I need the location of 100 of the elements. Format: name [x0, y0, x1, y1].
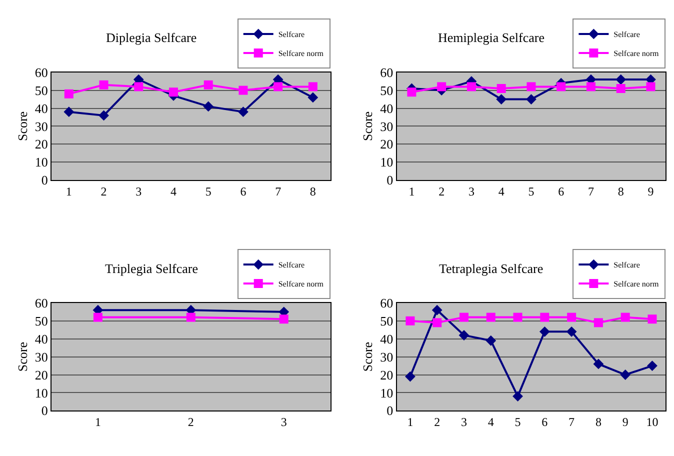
legend-label: Selfcare: [614, 260, 640, 270]
point: [406, 316, 415, 326]
y-tick-label: 40: [380, 100, 394, 116]
x-tick-label: 1: [94, 415, 101, 430]
point: [238, 106, 248, 118]
x-tick-label: 8: [310, 184, 316, 198]
x-tick-label: 3: [468, 184, 474, 198]
point: [134, 82, 144, 92]
point: [432, 304, 442, 316]
chart-title: Hemiplegia Selfcare: [438, 30, 545, 45]
legend-label: Selfcare norm: [614, 280, 660, 289]
point: [586, 82, 596, 92]
point: [437, 82, 446, 92]
point: [566, 326, 577, 337]
point: [203, 101, 214, 112]
chart-title: Diplegia Selfcare: [106, 30, 197, 45]
point: [486, 312, 496, 322]
point: [513, 312, 522, 322]
y-axis-title: Score: [14, 342, 30, 372]
x-tick-label: 2: [434, 415, 440, 430]
x-tick-label: 9: [622, 415, 628, 430]
y-tick-label: 50: [34, 313, 48, 328]
chart-title: Triplegia Selfcare: [105, 261, 198, 276]
legend-label: Selfcare norm: [614, 49, 660, 58]
x-tick-label: 7: [568, 415, 575, 430]
legend-label: Selfcare: [614, 30, 640, 40]
point: [646, 82, 656, 92]
point: [459, 312, 468, 322]
y-axis-title: Score: [14, 111, 30, 142]
point: [168, 88, 178, 97]
point: [620, 312, 630, 322]
x-tick-label: 1: [407, 415, 414, 430]
y-tick-label: 40: [34, 100, 48, 116]
legend-label: Selfcare: [278, 260, 306, 270]
y-tick-label: 10: [380, 154, 394, 170]
y-tick-label: 30: [380, 349, 394, 364]
point: [432, 318, 442, 328]
y-tick-label: 60: [34, 64, 48, 80]
point: [458, 330, 470, 340]
x-tick-label: 2: [188, 415, 194, 430]
point: [496, 94, 507, 104]
y-tick-label: 50: [380, 313, 394, 328]
point: [594, 318, 603, 328]
x-tick-label: 2: [100, 184, 107, 198]
legend-label: Selfcare norm: [278, 280, 324, 289]
point: [99, 80, 108, 90]
x-tick-label: 4: [170, 184, 176, 198]
point: [556, 82, 566, 92]
y-tick-label: 0: [386, 172, 394, 188]
point: [648, 314, 657, 324]
x-tick-label: 10: [646, 415, 658, 430]
y-tick-label: 60: [380, 295, 394, 310]
x-tick-label: 1: [66, 184, 72, 198]
point: [526, 82, 536, 92]
point: [64, 106, 74, 118]
x-tick-label: 4: [498, 184, 504, 198]
x-tick-label: 5: [205, 184, 212, 198]
y-tick-label: 0: [41, 172, 48, 188]
y-tick-label: 0: [41, 403, 48, 418]
y-tick-label: 30: [380, 118, 394, 134]
legend-label: Selfcare: [278, 30, 306, 40]
y-tick-label: 20: [34, 136, 48, 152]
y-tick-label: 10: [380, 385, 394, 400]
point: [98, 110, 109, 121]
y-tick-label: 10: [34, 154, 48, 170]
y-tick-label: 20: [380, 136, 394, 152]
point: [238, 86, 248, 95]
point: [279, 314, 288, 324]
point: [186, 312, 196, 322]
y-tick-label: 60: [380, 64, 394, 80]
point: [540, 312, 550, 322]
point: [539, 326, 550, 337]
y-tick-label: 40: [34, 331, 48, 346]
point: [512, 391, 523, 402]
x-tick-label: 7: [588, 184, 594, 198]
y-tick-label: 60: [34, 295, 48, 310]
point: [647, 360, 658, 371]
y-tick-label: 20: [34, 367, 48, 382]
y-tick-label: 30: [34, 349, 48, 364]
x-tick-label: 6: [542, 415, 548, 430]
legend-label: Selfcare norm: [278, 49, 324, 58]
x-tick-label: 9: [648, 184, 654, 198]
x-tick-label: 6: [240, 184, 246, 198]
x-tick-label: 8: [618, 184, 624, 198]
y-tick-label: 0: [386, 403, 394, 418]
point: [308, 92, 318, 103]
point: [93, 312, 102, 322]
x-tick-label: 7: [275, 184, 282, 198]
x-tick-label: 3: [280, 415, 287, 430]
x-tick-label: 4: [488, 415, 494, 430]
y-tick-label: 50: [380, 82, 394, 98]
y-axis-title: Score: [360, 342, 376, 372]
y-axis-title: Score: [360, 111, 376, 142]
x-tick-label: 5: [514, 415, 521, 430]
chart-title: Tetraplegia Selfcare: [439, 261, 544, 276]
y-tick-label: 30: [34, 118, 48, 134]
y-tick-label: 40: [380, 331, 394, 346]
point: [64, 89, 74, 98]
y-tick-label: 50: [34, 82, 48, 98]
x-tick-label: 3: [460, 415, 467, 430]
